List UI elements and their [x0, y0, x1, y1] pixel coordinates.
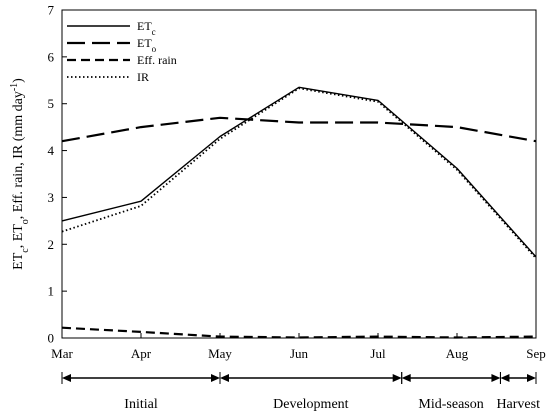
- stage-label: Mid-season: [418, 397, 483, 412]
- stage-arrow-head-left: [220, 374, 229, 382]
- legend-label: ETc: [137, 19, 156, 37]
- series-line-eff-rain: [61, 326, 537, 339]
- y-tick-label: 1: [48, 284, 55, 299]
- stage-arrow-head-left: [500, 374, 510, 382]
- stage-arrow-head-right: [392, 374, 402, 382]
- series-line-etc: [61, 86, 537, 258]
- y-axis-title: ETc, ETo, Eff. rain, IR (mm day-1): [9, 78, 31, 270]
- growth-stages: Initial Development Mid-season Harvest: [61, 372, 540, 412]
- y-tick-label: 5: [48, 96, 55, 111]
- plot-frame: [61, 9, 537, 339]
- legend-label: Eff. rain: [137, 53, 177, 67]
- legend-label: IR: [137, 70, 149, 84]
- series-group: [61, 86, 537, 339]
- stage-arrow-head-left: [62, 374, 71, 382]
- stage-arrow-head-right: [211, 374, 220, 382]
- y-tick-label: 7: [48, 3, 55, 18]
- stage-label: Initial: [124, 397, 158, 412]
- legend-label: ETo: [137, 36, 157, 54]
- x-tick-label: Aug: [446, 346, 469, 361]
- stage-label: Development: [273, 397, 349, 412]
- series-line-ir: [61, 87, 537, 259]
- y-tick-label: 6: [48, 49, 55, 64]
- series-line-eto: [61, 116, 537, 143]
- stage-arrow-head-left: [401, 374, 411, 382]
- stage-arrow-head-right: [527, 374, 536, 382]
- x-tick-label: Apr: [131, 346, 152, 361]
- y-tick-label: 0: [48, 331, 55, 346]
- x-tick-label: Mar: [51, 346, 73, 361]
- y-tick-label: 3: [48, 190, 55, 205]
- axes: 0 1 2 3 4 5 6 7 Mar Apr May Jun Jul Aug Sep: [48, 3, 546, 362]
- stage-label: Harvest: [496, 397, 540, 412]
- x-tick-label: Sep: [526, 346, 546, 361]
- x-tick-label: Jun: [290, 346, 309, 361]
- stage-arrow-head-right: [491, 374, 501, 382]
- y-tick-label: 4: [48, 143, 55, 158]
- x-tick-label: Jul: [370, 346, 386, 361]
- y-tick-label: 2: [48, 237, 55, 252]
- x-tick-label: May: [208, 346, 232, 361]
